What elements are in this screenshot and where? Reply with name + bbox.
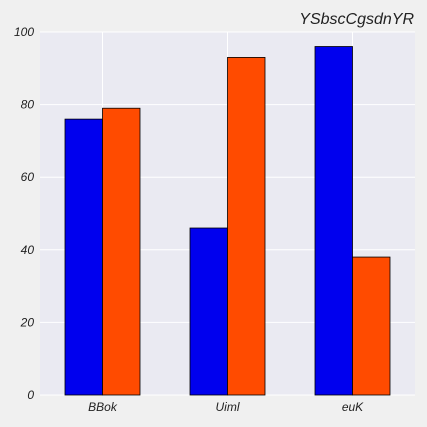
bar-euK-series2: [352, 256, 391, 396]
bar-Uiml-series2: [227, 57, 266, 396]
y-tick-label: 60: [21, 170, 35, 184]
y-tick-label: 20: [20, 315, 35, 329]
y-tick-label: 0: [27, 388, 34, 402]
bars: [64, 46, 391, 396]
bar-BBok-series1: [64, 118, 103, 396]
bar-Uiml-series1: [189, 227, 228, 396]
x-tick-label: euK: [342, 400, 364, 414]
y-tick-label: 100: [14, 25, 34, 39]
y-tick-label: 80: [21, 98, 35, 112]
y-tick-labels: 0 20 40 60 80 100: [14, 25, 34, 402]
x-tick-label: BBok: [88, 400, 118, 414]
chart-title: YSbscCgsdnYR: [299, 11, 414, 28]
y-tick-label: 40: [21, 243, 35, 257]
x-tick-label: Uiml: [216, 400, 240, 414]
bar-euK-series1: [314, 46, 353, 396]
bar-BBok-series2: [102, 107, 141, 396]
x-tick-labels: BBok Uiml euK: [88, 400, 364, 414]
